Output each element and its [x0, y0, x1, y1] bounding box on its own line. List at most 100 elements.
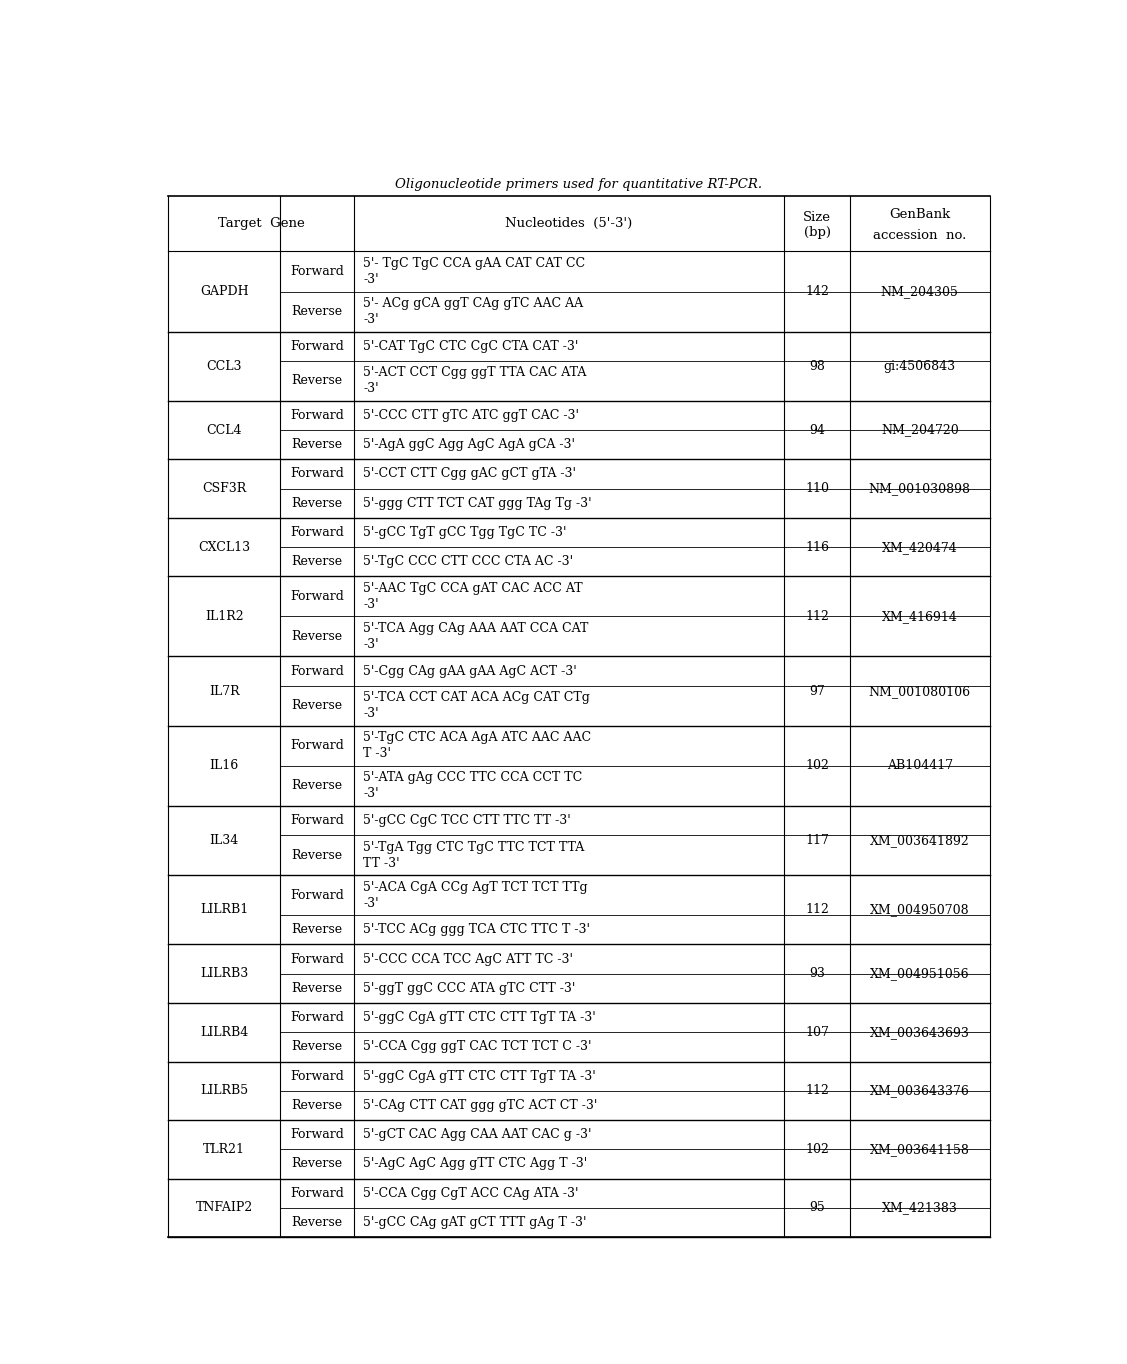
Text: XM_003643376: XM_003643376 [870, 1084, 969, 1097]
Text: Forward: Forward [291, 952, 344, 966]
Text: LILRB4: LILRB4 [201, 1026, 248, 1039]
Text: TNFAIP2: TNFAIP2 [196, 1202, 252, 1214]
Text: 102: 102 [805, 760, 829, 772]
Text: 5'-AgA ggC Agg AgC AgA gCA -3': 5'-AgA ggC Agg AgC AgA gCA -3' [363, 438, 575, 451]
Text: 5'-TgC CTC ACA AgA ATC AAC AAC
T -3': 5'-TgC CTC ACA AgA ATC AAC AAC T -3' [363, 731, 592, 760]
Text: 5'-gCC CAg gAT gCT TTT gAg T -3': 5'-gCC CAg gAT gCT TTT gAg T -3' [363, 1215, 587, 1229]
Text: 93: 93 [809, 967, 825, 981]
Text: CCL4: CCL4 [206, 424, 242, 436]
Text: CCL3: CCL3 [206, 360, 242, 372]
Text: 117: 117 [805, 833, 829, 847]
Text: IL34: IL34 [210, 833, 239, 847]
Text: 116: 116 [805, 540, 829, 554]
Text: XM_420474: XM_420474 [881, 540, 958, 554]
Text: 5'-CCC CCA TCC AgC ATT TC -3': 5'-CCC CCA TCC AgC ATT TC -3' [363, 952, 574, 966]
Text: Nucleotides  (5'-3'): Nucleotides (5'-3') [505, 217, 632, 231]
Text: 5'-gCC TgT gCC Tgg TgC TC -3': 5'-gCC TgT gCC Tgg TgC TC -3' [363, 527, 567, 539]
Text: 5'-CCA Cgg CgT ACC CAg ATA -3': 5'-CCA Cgg CgT ACC CAg ATA -3' [363, 1187, 579, 1200]
Text: 5'- ACg gCA ggT CAg gTC AAC AA
-3': 5'- ACg gCA ggT CAg gTC AAC AA -3' [363, 297, 584, 326]
Text: XM_004951056: XM_004951056 [870, 967, 969, 981]
Text: 5'-TCA CCT CAT ACA ACg CAT CTg
-3': 5'-TCA CCT CAT ACA ACg CAT CTg -3' [363, 692, 591, 720]
Text: NM_001030898: NM_001030898 [869, 481, 970, 495]
Text: Forward: Forward [291, 468, 344, 480]
Text: Forward: Forward [291, 409, 344, 421]
Text: Reverse: Reverse [292, 1041, 343, 1053]
Text: 5'-ACT CCT Cgg ggT TTA CAC ATA
-3': 5'-ACT CCT Cgg ggT TTA CAC ATA -3' [363, 367, 587, 396]
Text: IL16: IL16 [210, 760, 239, 772]
Text: 102: 102 [805, 1143, 829, 1155]
Text: XM_003641158: XM_003641158 [870, 1143, 969, 1155]
Text: AB104417: AB104417 [887, 760, 952, 772]
Text: GenBank: GenBank [889, 207, 950, 221]
Text: 5'-AgC AgC Agg gTT CTC Agg T -3': 5'-AgC AgC Agg gTT CTC Agg T -3' [363, 1158, 587, 1170]
Text: Forward: Forward [291, 340, 344, 353]
Text: 5'-ggC CgA gTT CTC CTT TgT TA -3': 5'-ggC CgA gTT CTC CTT TgT TA -3' [363, 1069, 596, 1083]
Text: Forward: Forward [291, 1069, 344, 1083]
Text: 94: 94 [809, 424, 825, 436]
Text: NM_001080106: NM_001080106 [869, 685, 970, 697]
Text: 112: 112 [805, 903, 829, 917]
Text: gi:4506843: gi:4506843 [884, 360, 956, 372]
Text: 5'-CCC CTT gTC ATC ggT CAC -3': 5'-CCC CTT gTC ATC ggT CAC -3' [363, 409, 579, 421]
Text: Reverse: Reverse [292, 982, 343, 994]
Text: Reverse: Reverse [292, 438, 343, 451]
Text: Reverse: Reverse [292, 1215, 343, 1229]
Text: Reverse: Reverse [292, 700, 343, 712]
Text: Reverse: Reverse [292, 1099, 343, 1112]
Text: Reverse: Reverse [292, 374, 343, 387]
Text: IL1R2: IL1R2 [205, 610, 243, 623]
Text: 5'-TCA Agg CAg AAA AAT CCA CAT
-3': 5'-TCA Agg CAg AAA AAT CCA CAT -3' [363, 622, 588, 651]
Text: (bp): (bp) [804, 226, 831, 240]
Text: Reverse: Reverse [292, 1158, 343, 1170]
Text: XM_003643693: XM_003643693 [870, 1026, 969, 1039]
Text: 5'-ggT ggC CCC ATA gTC CTT -3': 5'-ggT ggC CCC ATA gTC CTT -3' [363, 982, 576, 994]
Text: Forward: Forward [291, 889, 344, 902]
Text: Forward: Forward [291, 1128, 344, 1142]
Text: LILRB1: LILRB1 [201, 903, 248, 917]
Text: Reverse: Reverse [292, 306, 343, 318]
Text: 5'-CAg CTT CAT ggg gTC ACT CT -3': 5'-CAg CTT CAT ggg gTC ACT CT -3' [363, 1099, 597, 1112]
Text: Target  Gene: Target Gene [218, 217, 304, 231]
Text: Reverse: Reverse [292, 496, 343, 510]
Text: Reverse: Reverse [292, 779, 343, 792]
Text: CXCL13: CXCL13 [198, 540, 250, 554]
Text: 142: 142 [805, 285, 829, 297]
Text: 98: 98 [809, 360, 825, 372]
Text: 5'-gCT CAC Agg CAA AAT CAC g -3': 5'-gCT CAC Agg CAA AAT CAC g -3' [363, 1128, 592, 1142]
Text: 112: 112 [805, 1084, 829, 1097]
Text: Size: Size [804, 211, 831, 224]
Text: 110: 110 [805, 481, 829, 495]
Text: Forward: Forward [291, 1011, 344, 1024]
Text: 5'-gCC CgC TCC CTT TTC TT -3': 5'-gCC CgC TCC CTT TTC TT -3' [363, 814, 571, 827]
Text: NM_204305: NM_204305 [881, 285, 959, 297]
Text: 5'-TgA Tgg CTC TgC TTC TCT TTA
TT -3': 5'-TgA Tgg CTC TgC TTC TCT TTA TT -3' [363, 840, 585, 870]
Text: 5'-ATA gAg CCC TTC CCA CCT TC
-3': 5'-ATA gAg CCC TTC CCA CCT TC -3' [363, 771, 583, 801]
Text: 107: 107 [805, 1026, 829, 1039]
Text: XM_004950708: XM_004950708 [870, 903, 969, 917]
Text: 5'-ggC CgA gTT CTC CTT TgT TA -3': 5'-ggC CgA gTT CTC CTT TgT TA -3' [363, 1011, 596, 1024]
Text: Reverse: Reverse [292, 848, 343, 862]
Text: 95: 95 [809, 1202, 825, 1214]
Text: Forward: Forward [291, 814, 344, 827]
Text: LILRB5: LILRB5 [201, 1084, 248, 1097]
Text: 5'-TCC ACg ggg TCA CTC TTC T -3': 5'-TCC ACg ggg TCA CTC TTC T -3' [363, 923, 591, 936]
Text: Reverse: Reverse [292, 630, 343, 642]
Text: 5'-CCA Cgg ggT CAC TCT TCT C -3': 5'-CCA Cgg ggT CAC TCT TCT C -3' [363, 1041, 592, 1053]
Text: 97: 97 [809, 685, 825, 697]
Text: Reverse: Reverse [292, 555, 343, 569]
Text: 5'-ACA CgA CCg AgT TCT TCT TTg
-3': 5'-ACA CgA CCg AgT TCT TCT TTg -3' [363, 881, 588, 910]
Text: 5'-Cgg CAg gAA gAA AgC ACT -3': 5'-Cgg CAg gAA gAA AgC ACT -3' [363, 664, 577, 678]
Text: 5'-CCT CTT Cgg gAC gCT gTA -3': 5'-CCT CTT Cgg gAC gCT gTA -3' [363, 468, 576, 480]
Text: CSF3R: CSF3R [202, 481, 247, 495]
Text: Oligonucleotide primers used for quantitative RT-PCR.: Oligonucleotide primers used for quantit… [396, 177, 762, 191]
Text: Forward: Forward [291, 589, 344, 603]
Text: IL7R: IL7R [208, 685, 240, 697]
Text: NM_204720: NM_204720 [881, 424, 959, 436]
Text: 5'-AAC TgC CCA gAT CAC ACC AT
-3': 5'-AAC TgC CCA gAT CAC ACC AT -3' [363, 582, 583, 611]
Text: 5'- TgC TgC CCA gAA CAT CAT CC
-3': 5'- TgC TgC CCA gAA CAT CAT CC -3' [363, 256, 585, 286]
Text: TLR21: TLR21 [203, 1143, 246, 1155]
Text: Reverse: Reverse [292, 923, 343, 936]
Text: Forward: Forward [291, 265, 344, 278]
Text: 5'-CAT TgC CTC CgC CTA CAT -3': 5'-CAT TgC CTC CgC CTA CAT -3' [363, 340, 578, 353]
Text: XM_003641892: XM_003641892 [870, 833, 969, 847]
